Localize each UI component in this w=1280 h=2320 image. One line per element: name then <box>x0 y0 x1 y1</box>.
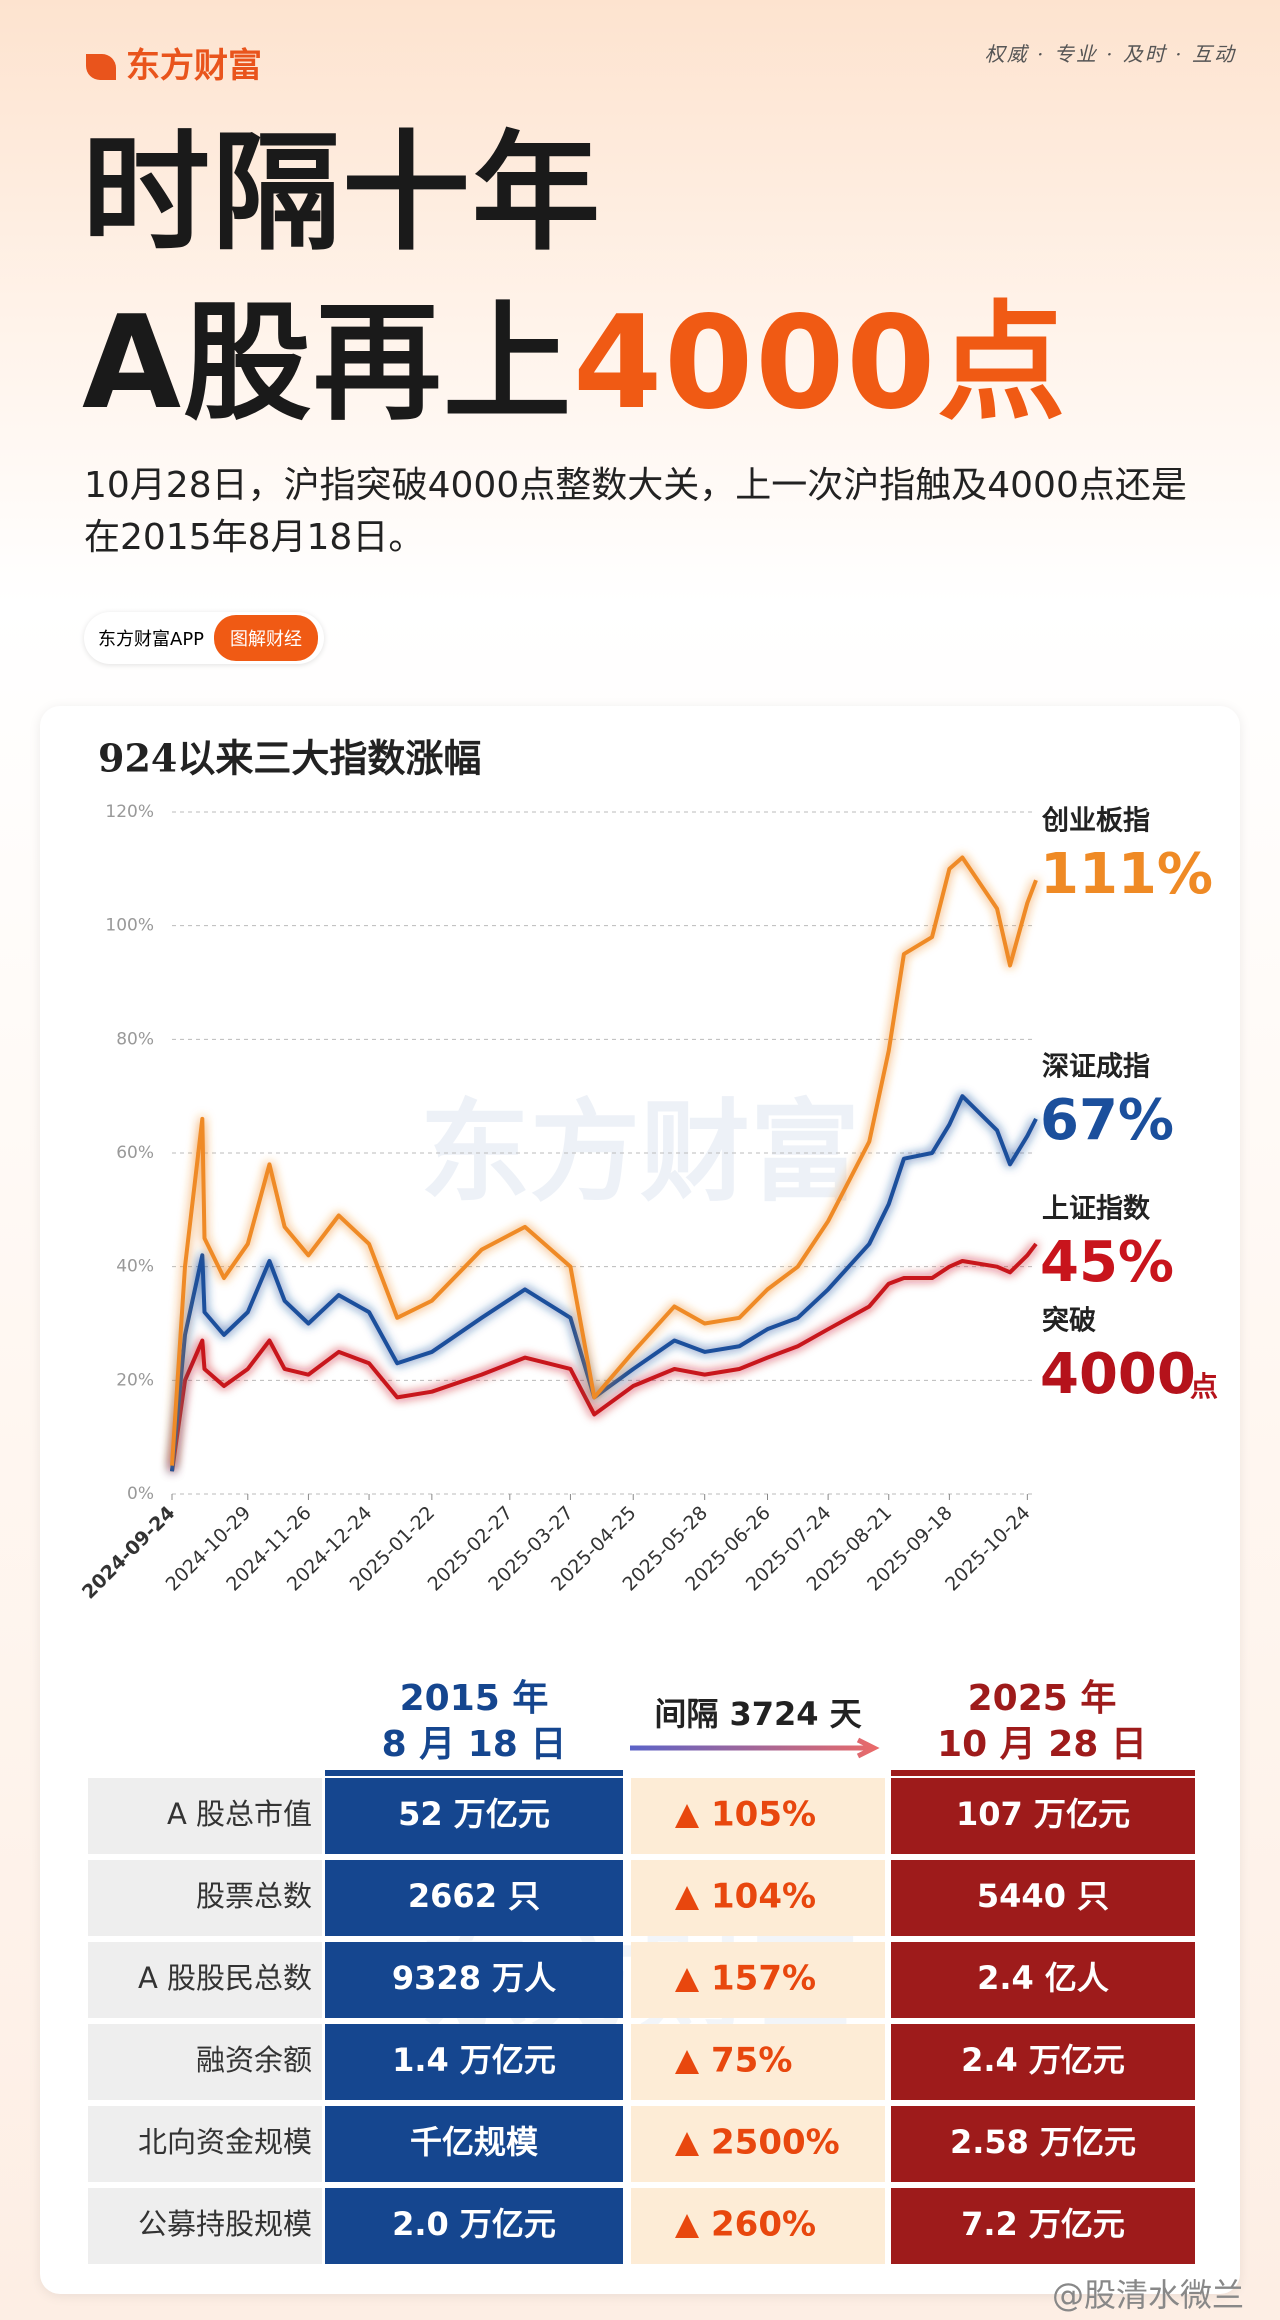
value: 9328 万人 <box>392 1959 556 1997</box>
table-cell <box>631 1942 885 2018</box>
up-icon <box>675 1968 699 1992</box>
change: 157% <box>711 1959 816 1999</box>
table-cell <box>891 1860 1195 1936</box>
table-cell <box>88 2188 322 2264</box>
value: 千亿规模 <box>410 2123 538 2161</box>
row-label: 公募持股规模 <box>138 2207 312 2241</box>
table-cell <box>325 2188 623 2264</box>
chart-title: 924以来三大指数涨幅 <box>98 736 481 781</box>
value: 2.4 万亿元 <box>961 2041 1125 2079</box>
table-cell <box>88 2024 322 2100</box>
row-label: 股票总数 <box>196 1879 312 1913</box>
table-header: 8 月 18 日 <box>382 1724 567 1765</box>
end-label: 45% <box>1040 1230 1174 1295</box>
title: A股再上4000点 <box>82 300 1067 428</box>
title: 时隔十年 <box>82 119 603 268</box>
table-cell <box>631 1860 885 1936</box>
up-icon <box>675 2214 699 2238</box>
table-cell <box>325 2106 623 2182</box>
x-tick-label: 2024-09-24 <box>78 1502 180 1604</box>
annotation: 点 <box>1190 1370 1218 1403</box>
title-highlight: 4000点 <box>573 289 1068 438</box>
y-tick-label: 80% <box>116 1029 154 1049</box>
tags: 东方财富APP 图解财经 <box>84 612 325 664</box>
table-header: 2025 年 <box>968 1678 1117 1719</box>
value: 2.58 万亿元 <box>950 2123 1136 2161</box>
table-cell <box>891 1778 1195 1854</box>
change: 105% <box>711 1795 816 1835</box>
line <box>170 1094 1038 1472</box>
up-icon <box>675 2050 699 2074</box>
value: 1.4 万亿元 <box>392 2041 556 2079</box>
table-cell <box>88 1942 322 2018</box>
table-cell <box>891 2106 1195 2182</box>
change: 260% <box>711 2205 816 2245</box>
value: 2.4 亿人 <box>977 1959 1109 1997</box>
header-rule <box>325 1770 623 1776</box>
table-cell <box>325 2024 623 2100</box>
y-tick-label: 0% <box>127 1484 154 1504</box>
value: 2662 只 <box>408 1877 540 1915</box>
legend-label: 上证指数 <box>1042 1194 1151 1225</box>
header-rule <box>891 1770 1195 1776</box>
value: 7.2 万亿元 <box>961 2205 1125 2243</box>
table-cell <box>891 2188 1195 2264</box>
up-icon <box>675 1886 699 1910</box>
annotation: 4000 <box>1040 1342 1196 1407</box>
y-tick-label: 40% <box>116 1257 154 1277</box>
table-cell <box>891 1942 1195 2018</box>
y-tick-label: 20% <box>116 1370 154 1390</box>
table-cell <box>88 1778 322 1854</box>
logo: 东方财富 <box>86 38 262 87</box>
slogan: 权威 · 专业 · 及时 · 互动 <box>984 42 1236 66</box>
watermark: 东方财富 <box>420 1088 860 1216</box>
table-cell <box>631 2106 885 2182</box>
table-cell <box>325 1942 623 2018</box>
legend-label: 深证成指 <box>1042 1052 1150 1083</box>
line <box>170 855 1038 1466</box>
value: 2.0 万亿元 <box>392 2205 556 2243</box>
row-label: A 股总市值 <box>167 1797 312 1831</box>
table-cell <box>631 2024 885 2100</box>
y-tick-label: 60% <box>116 1143 154 1163</box>
row-label: A 股股民总数 <box>138 1961 312 1995</box>
up-icon <box>675 1804 699 1828</box>
table-cell <box>631 1778 885 1854</box>
arrow <box>630 1737 880 1759</box>
table-cell <box>88 1860 322 1936</box>
table-cell <box>891 2024 1195 2100</box>
change: 104% <box>711 1877 816 1917</box>
change: 75% <box>711 2041 792 2081</box>
table-cell <box>631 2188 885 2264</box>
end-label: 67% <box>1040 1088 1174 1153</box>
line <box>170 1242 1038 1472</box>
legend-label: 创业板指 <box>1041 806 1150 837</box>
title-text: A股再上 <box>82 289 574 438</box>
tag[interactable]: 图解财经 <box>214 615 319 661</box>
table-cell <box>88 2106 322 2182</box>
row-label: 融资余额 <box>196 2043 312 2077</box>
value: 52 万亿元 <box>398 1795 550 1833</box>
table-header: 2015 年 <box>400 1678 549 1719</box>
subtitle: 10月28日，沪指突破4000点整数大关，上一次沪指触及4000点还是在2015… <box>84 465 1187 558</box>
end-label: 111% <box>1040 842 1213 907</box>
footer: @股清水微兰 <box>1051 2276 1244 2314</box>
value: 107 万亿元 <box>956 1795 1130 1833</box>
table-header: 10 月 28 日 <box>937 1724 1147 1765</box>
annotation: 突破 <box>1042 1305 1096 1337</box>
change: 2500% <box>711 2123 840 2163</box>
tag: 东方财富APP <box>98 629 205 650</box>
y-tick-label: 120% <box>105 802 154 822</box>
value: 5440 只 <box>977 1877 1109 1915</box>
y-tick-label: 100% <box>105 916 154 936</box>
table-cell <box>325 1860 623 1936</box>
up-icon <box>675 2132 699 2156</box>
table-header: 间隔 3724 天 <box>654 1695 861 1733</box>
row-label: 北向资金规模 <box>138 2125 312 2159</box>
table-cell <box>325 1778 623 1854</box>
